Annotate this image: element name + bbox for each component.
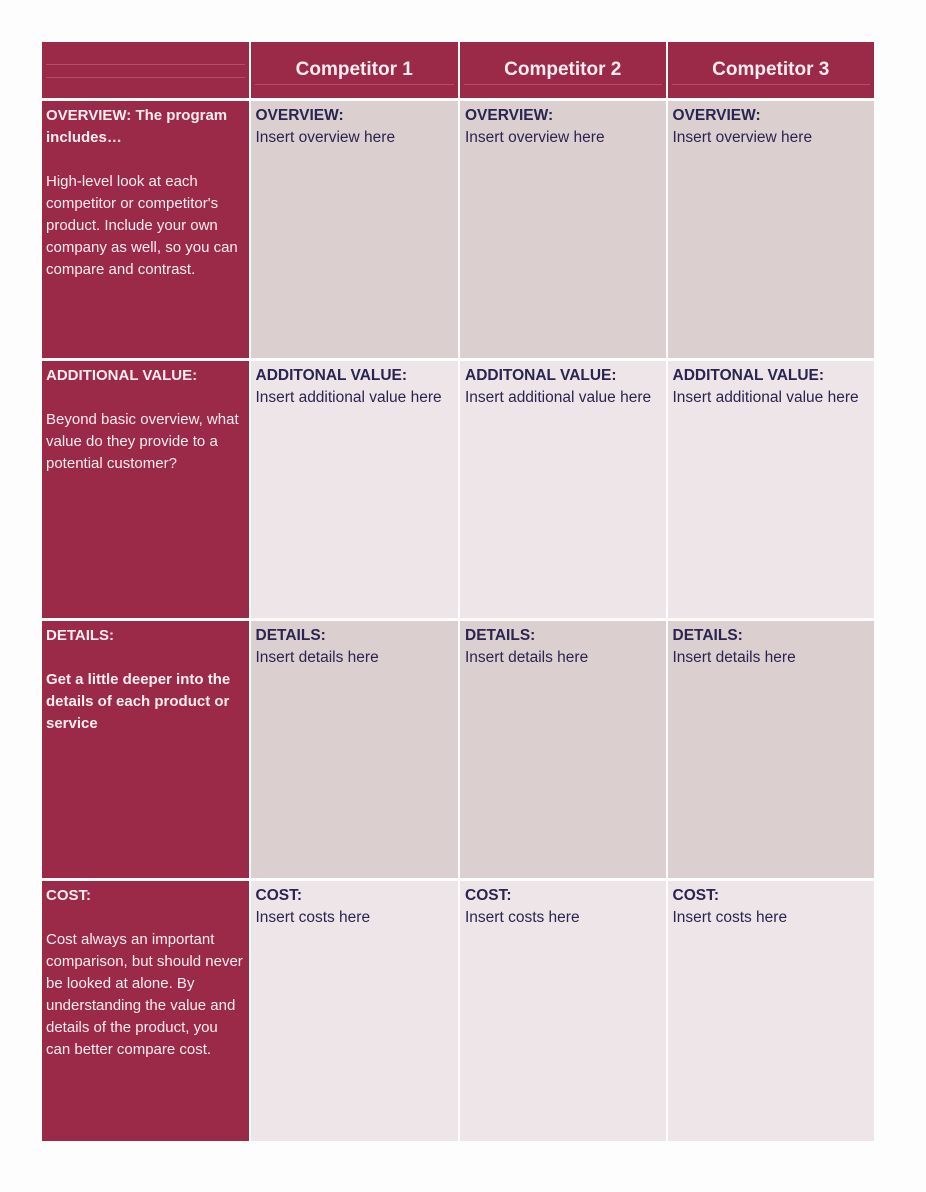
header-label: Competitor 1 <box>295 59 413 80</box>
details-row: DETAILS: Get a little deeper into the de… <box>42 621 874 878</box>
cost-cell-competitor-2[interactable]: COST: Insert costs here <box>460 881 666 1141</box>
additional-value-cell-competitor-2[interactable]: ADDITONAL VALUE: Insert additional value… <box>460 361 666 618</box>
overview-row: OVERVIEW: The program includes… High-lev… <box>42 101 874 358</box>
row-label-overview: OVERVIEW: The program includes… High-lev… <box>42 101 249 358</box>
row-label-cost: COST: Cost always an important compariso… <box>42 881 249 1141</box>
row-label-title: ADDITIONAL VALUE: <box>46 367 198 384</box>
cell-text: Insert details here <box>255 649 379 666</box>
cell-title: DETAILS: <box>255 627 326 644</box>
header-competitor-2: Competitor 2 <box>460 42 666 98</box>
additional-value-row: ADDITIONAL VALUE: Beyond basic overview,… <box>42 361 874 618</box>
cell-title: OVERVIEW: <box>465 107 554 124</box>
cost-cell-competitor-1[interactable]: COST: Insert costs here <box>250 881 458 1141</box>
overview-cell-competitor-2[interactable]: OVERVIEW: Insert overview here <box>460 101 666 358</box>
details-cell-competitor-2[interactable]: DETAILS: Insert details here <box>460 621 666 878</box>
cell-text: Insert overview here <box>465 129 605 146</box>
details-cell-competitor-1[interactable]: DETAILS: Insert details here <box>250 621 458 878</box>
cell-text: Insert additional value here <box>255 389 442 406</box>
cell-text: Insert costs here <box>255 909 371 926</box>
cell-title: ADDITONAL VALUE: <box>465 367 617 384</box>
cell-title: DETAILS: <box>465 627 536 644</box>
cell-text: Insert additional value here <box>465 389 652 406</box>
row-label-description: Get a little deeper into the details of … <box>46 671 231 732</box>
cell-title: DETAILS: <box>672 627 743 644</box>
cell-text: Insert details here <box>672 649 796 666</box>
additional-value-cell-competitor-3[interactable]: ADDITONAL VALUE: Insert additional value… <box>667 361 874 618</box>
additional-value-cell-competitor-1[interactable]: ADDITONAL VALUE: Insert additional value… <box>250 361 458 618</box>
details-cell-competitor-3[interactable]: DETAILS: Insert details here <box>667 621 874 878</box>
header-corner-cell <box>42 42 249 98</box>
cell-title: ADDITONAL VALUE: <box>255 367 408 384</box>
cell-text: Insert costs here <box>465 909 580 926</box>
row-label-description: Cost always an important comparison, but… <box>46 931 243 1058</box>
cell-title: COST: <box>672 887 720 904</box>
cell-text: Insert additional value here <box>672 389 859 406</box>
cell-title: COST: <box>255 887 303 904</box>
header-competitor-3: Competitor 3 <box>667 42 874 98</box>
cost-cell-competitor-3[interactable]: COST: Insert costs here <box>667 881 874 1141</box>
cell-text: Insert overview here <box>672 129 813 146</box>
cell-title: ADDITONAL VALUE: <box>672 367 825 384</box>
cell-title: OVERVIEW: <box>255 107 344 124</box>
row-label-title: DETAILS: <box>46 627 115 644</box>
cell-text: Insert details here <box>465 649 589 666</box>
cell-title: COST: <box>465 887 512 904</box>
row-label-additional-value: ADDITIONAL VALUE: Beyond basic overview,… <box>42 361 249 618</box>
cell-text: Insert costs here <box>672 909 788 926</box>
row-label-description: High-level look at each competitor or co… <box>46 173 238 278</box>
cell-title: OVERVIEW: <box>672 107 761 124</box>
overview-cell-competitor-1[interactable]: OVERVIEW: Insert overview here <box>250 101 458 358</box>
row-label-description: Beyond basic overview, what value do the… <box>46 411 239 472</box>
cell-text: Insert overview here <box>255 129 396 146</box>
row-label-details: DETAILS: Get a little deeper into the de… <box>42 621 249 878</box>
header-row: Competitor 1 Competitor 2 Competitor 3 <box>42 42 874 98</box>
header-label: Competitor 2 <box>504 59 622 80</box>
header-competitor-1: Competitor 1 <box>250 42 458 98</box>
header-label: Competitor 3 <box>712 59 830 80</box>
cost-row: COST: Cost always an important compariso… <box>42 881 874 1141</box>
overview-cell-competitor-3[interactable]: OVERVIEW: Insert overview here <box>667 101 874 358</box>
competitor-comparison-table: Competitor 1 Competitor 2 Competitor 3 O… <box>42 42 874 1141</box>
row-label-title: OVERVIEW: The program includes… <box>46 107 228 146</box>
row-label-title: COST: <box>46 887 91 904</box>
